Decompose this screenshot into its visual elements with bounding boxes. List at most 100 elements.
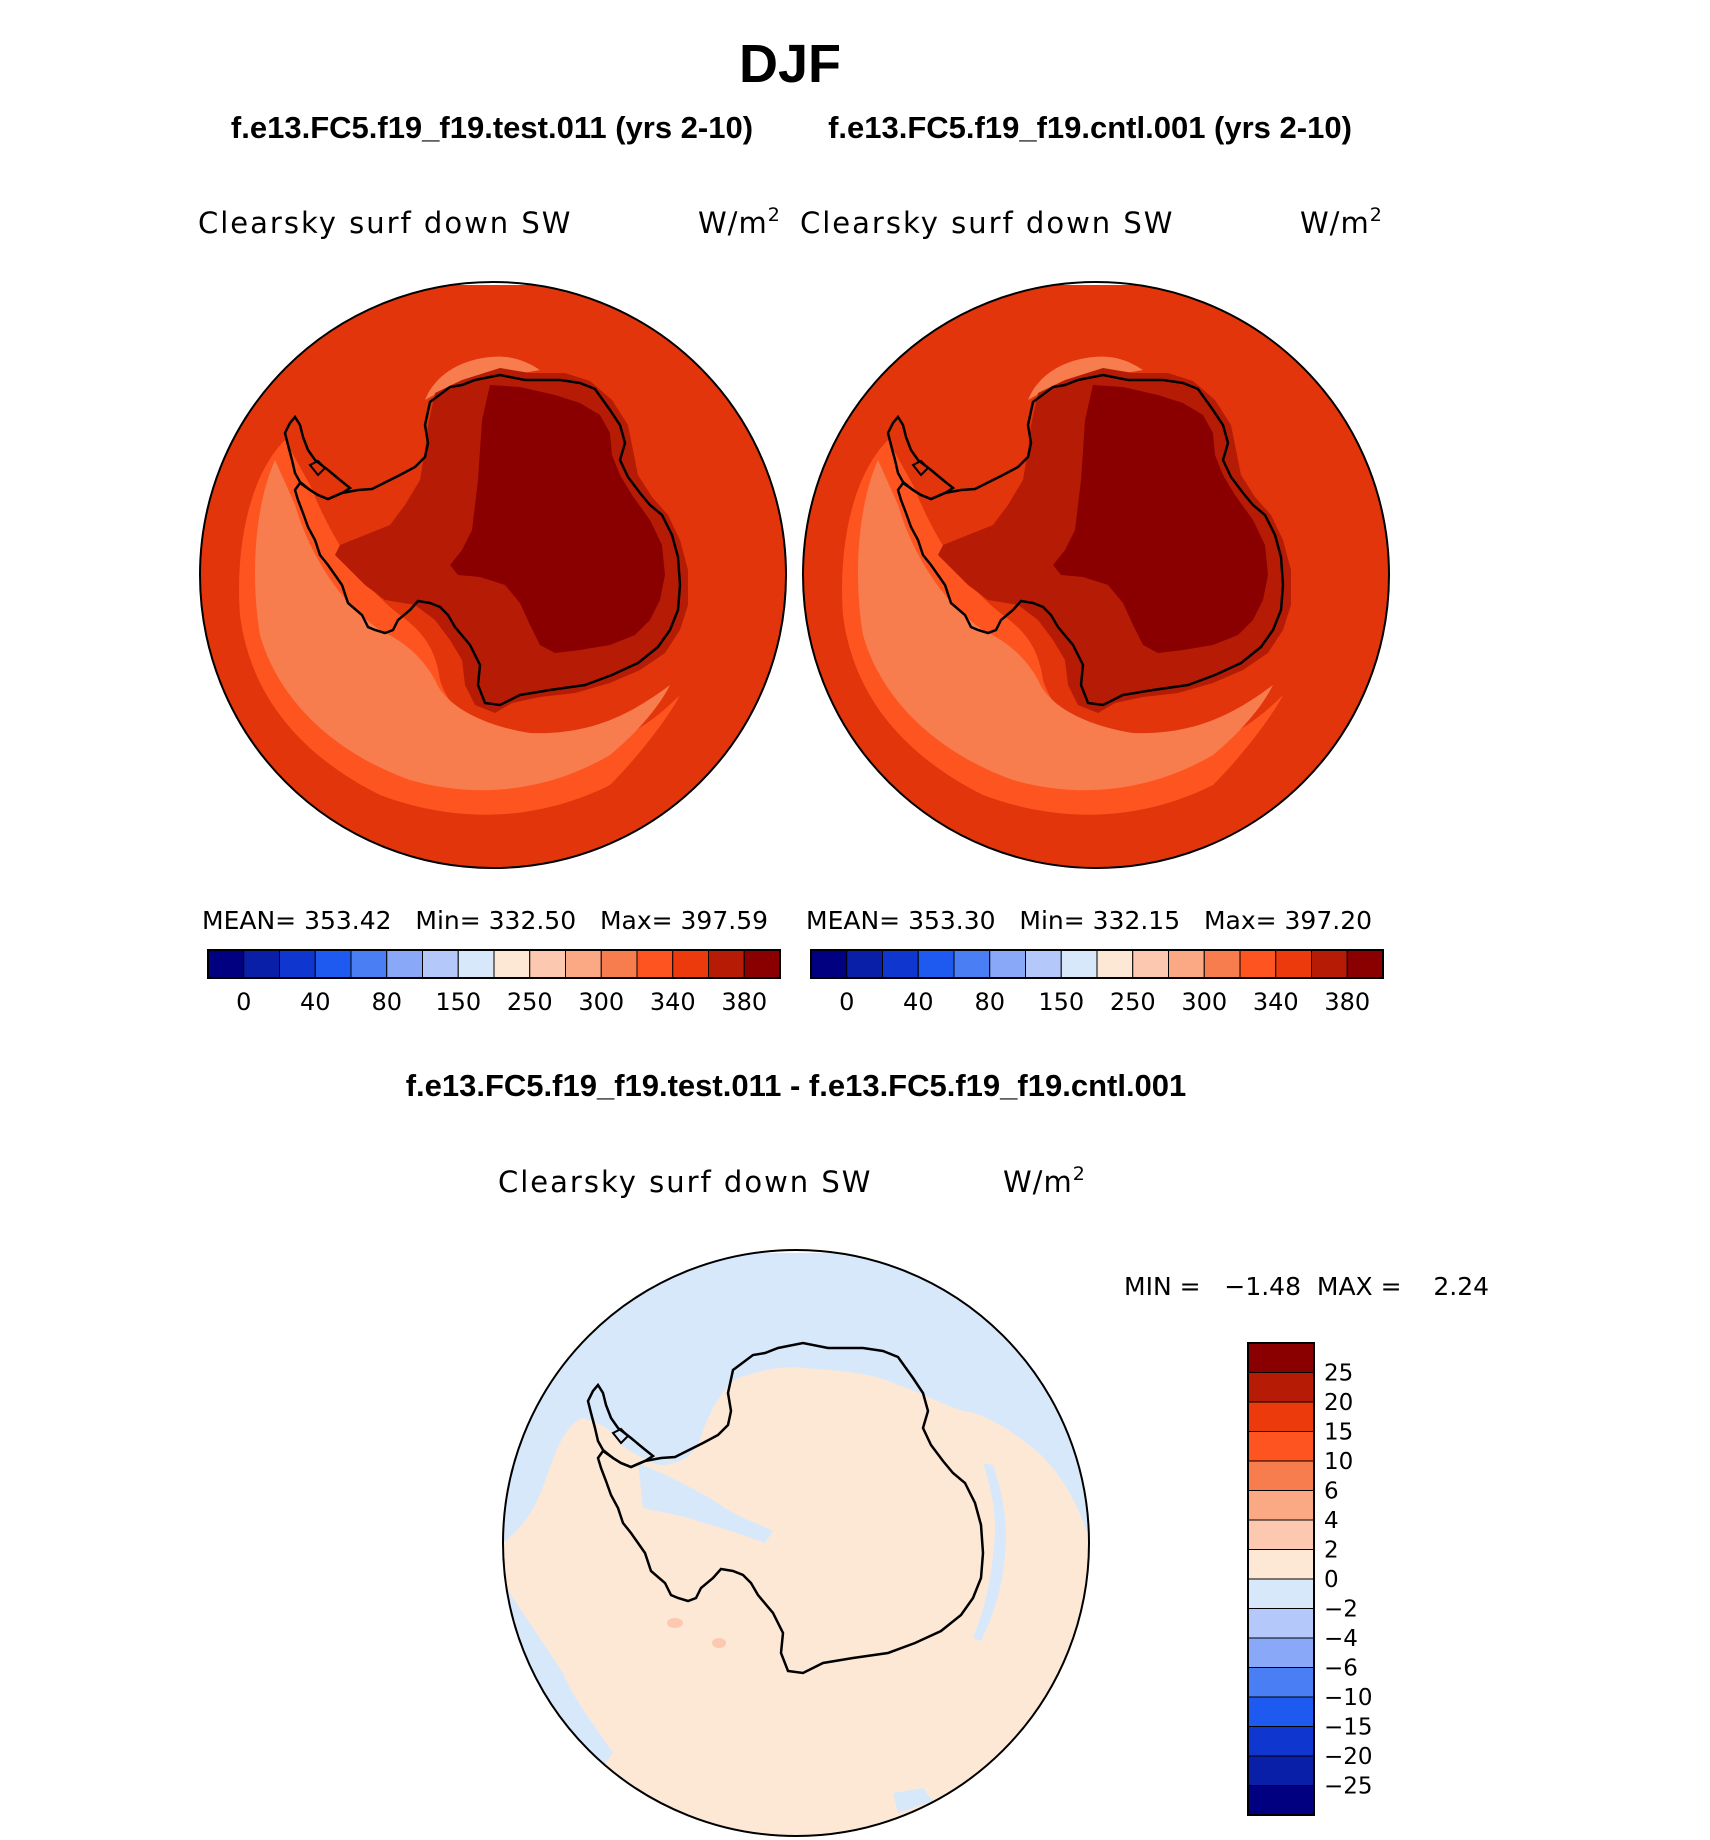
colorbar-swatch bbox=[743, 949, 781, 979]
colorbar-swatch bbox=[989, 949, 1026, 979]
diff-colorbar-tick-label: 20 bbox=[1324, 1390, 1353, 1416]
diff-colorbar-tick-label: 6 bbox=[1324, 1479, 1339, 1505]
colorbar-tick-label: 250 bbox=[1110, 988, 1156, 1016]
diff-colorbar-swatch bbox=[1247, 1726, 1315, 1757]
colorbar-swatch bbox=[386, 949, 423, 979]
colorbar-swatch bbox=[846, 949, 883, 979]
diff-spot bbox=[712, 1638, 726, 1648]
ocean-band-light bbox=[858, 460, 1273, 791]
colorbar-swatch bbox=[1168, 949, 1205, 979]
island-edge bbox=[217, 401, 227, 421]
panel-left-case: f.e13.FC5.f19_f19.test.011 (yrs 2-10) bbox=[231, 110, 753, 145]
diff-colorbar-swatch bbox=[1247, 1785, 1315, 1816]
map-border bbox=[802, 281, 1390, 869]
diff-colorbar-tick-label: 4 bbox=[1324, 1508, 1339, 1534]
colorbar-tick-label: 300 bbox=[578, 988, 624, 1016]
panel-left-stats: MEAN= 353.42 Min= 332.50 Max= 397.59 bbox=[202, 906, 768, 935]
island bbox=[911, 459, 930, 477]
colorbar-swatch bbox=[917, 949, 955, 979]
colorbar-tick-label: 150 bbox=[435, 988, 481, 1016]
colorbar-tick-label: 40 bbox=[903, 988, 934, 1016]
colorbar-swatch bbox=[529, 949, 566, 979]
map-left bbox=[199, 281, 787, 869]
colorbar-swatch bbox=[350, 949, 388, 979]
map-border bbox=[502, 1249, 1090, 1837]
colorbar-swatch bbox=[207, 949, 245, 979]
colorbar-swatch bbox=[882, 949, 919, 979]
colorbar-swatch bbox=[314, 949, 352, 979]
diff-negative-channel bbox=[638, 1463, 773, 1543]
diff-colorbar-swatch bbox=[1247, 1755, 1315, 1786]
colorbar-tick-label: 150 bbox=[1038, 988, 1084, 1016]
panel-left-units: W/m2 bbox=[698, 204, 781, 240]
figure-title: DJF bbox=[739, 34, 841, 94]
colorbar-swatch bbox=[1132, 949, 1169, 979]
diff-colorbar-tick-label: −25 bbox=[1324, 1774, 1373, 1800]
diff-colorbar-tick-label: −6 bbox=[1324, 1656, 1358, 1682]
colorbar-swatch bbox=[1060, 949, 1098, 979]
diff-colorbar-tick-label: 0 bbox=[1324, 1567, 1339, 1593]
colorbar-tick-label: 250 bbox=[507, 988, 553, 1016]
diff-colorbar-tick-label: −15 bbox=[1324, 1715, 1373, 1741]
colorbar-swatch bbox=[457, 949, 495, 979]
map-right bbox=[802, 281, 1390, 869]
colorbar-frame bbox=[810, 949, 1384, 979]
colorbar-swatch bbox=[636, 949, 674, 979]
colorbar-swatch bbox=[953, 949, 991, 979]
diff-colorbar-tick-label: −10 bbox=[1324, 1685, 1373, 1711]
colorbar-left: 0 40 80 150 250 300 340 380 bbox=[207, 949, 781, 1016]
diff-colorbar-swatch bbox=[1247, 1372, 1315, 1403]
diff-colorbar-tick-label: 10 bbox=[1324, 1449, 1353, 1475]
colorbar-swatch bbox=[1239, 949, 1277, 979]
map-diff bbox=[502, 1249, 1090, 1837]
diff-colorbar-tick-label: −4 bbox=[1324, 1626, 1358, 1652]
colorbar-swatch bbox=[279, 949, 316, 979]
colorbar-right: 0 40 80 150 250 300 340 380 bbox=[810, 949, 1384, 1016]
diff-colorbar-tick-label: −2 bbox=[1324, 1597, 1358, 1623]
diff-colorbar-swatch bbox=[1247, 1431, 1315, 1462]
colorbar-tick-label: 0 bbox=[839, 988, 854, 1016]
colorbar-tick-label: 380 bbox=[1324, 988, 1370, 1016]
colorbar-swatch bbox=[1025, 949, 1062, 979]
diff-colorbar-swatch bbox=[1247, 1667, 1315, 1698]
colorbar-swatch bbox=[708, 949, 745, 979]
island-small bbox=[900, 341, 907, 347]
colorbar-frame bbox=[207, 949, 781, 979]
colorbar-swatch bbox=[493, 949, 531, 979]
colorbar-tick-label: 0 bbox=[236, 988, 251, 1016]
colorbar-swatch bbox=[243, 949, 280, 979]
ocean-band-light bbox=[255, 460, 670, 791]
island-small bbox=[600, 1309, 607, 1315]
diff-colorbar-swatch bbox=[1247, 1696, 1315, 1727]
colorbar-tick-label: 300 bbox=[1181, 988, 1227, 1016]
diff-variable: Clearsky surf down SW bbox=[498, 1165, 872, 1199]
diff-minmax: MIN = −1.48 MAX = 2.24 bbox=[1124, 1272, 1489, 1301]
diff-colorbar-swatch bbox=[1247, 1342, 1315, 1373]
diff-negative-east bbox=[973, 1463, 1006, 1641]
diff-negative-southeast bbox=[893, 1788, 933, 1813]
panel-right-stats: MEAN= 353.30 Min= 332.15 Max= 397.20 bbox=[806, 906, 1372, 935]
colorbar-tick-label: 40 bbox=[300, 988, 331, 1016]
diff-colorbar-tick-label: −20 bbox=[1324, 1744, 1373, 1770]
diff-colorbar-tick-label: 15 bbox=[1324, 1420, 1353, 1446]
panel-right-units: W/m2 bbox=[1300, 204, 1383, 240]
diff-colorbar-swatch bbox=[1247, 1637, 1315, 1668]
diff-colorbar-swatch bbox=[1247, 1401, 1315, 1432]
colorbar-swatch bbox=[810, 949, 848, 979]
diff-negative-north bbox=[503, 1253, 1089, 1543]
interior bbox=[450, 385, 665, 653]
colorbar-swatch bbox=[1311, 949, 1348, 979]
diff-colorbar-tick-label: 25 bbox=[1324, 1361, 1353, 1387]
colorbar-tick-label: 340 bbox=[650, 988, 696, 1016]
diff-title: f.e13.FC5.f19_f19.test.011 - f.e13.FC5.f… bbox=[406, 1068, 1187, 1103]
colorbar-tick-label: 80 bbox=[974, 988, 1005, 1016]
map-border bbox=[199, 281, 787, 869]
colorbar-swatch bbox=[422, 949, 459, 979]
colorbar-swatch bbox=[565, 949, 602, 979]
colorbar-swatch bbox=[1203, 949, 1241, 979]
interior bbox=[1053, 385, 1268, 653]
colorbar-swatch bbox=[672, 949, 709, 979]
colorbar-swatch bbox=[1096, 949, 1134, 979]
